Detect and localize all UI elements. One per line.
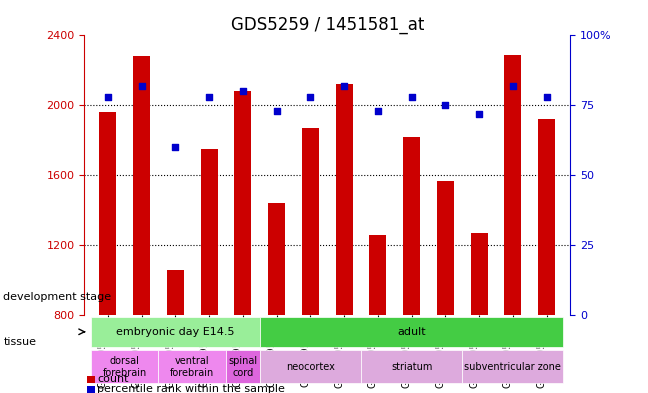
Text: neocortex: neocortex (286, 362, 335, 372)
Point (170, 144, 181, 151)
Point (238, 88, 248, 94)
FancyBboxPatch shape (260, 317, 564, 347)
Bar (167, 270, 184, 315)
Point (542, 94, 552, 100)
Point (373, 108, 383, 114)
Point (507, 83, 518, 89)
FancyBboxPatch shape (226, 350, 260, 383)
Bar (302, 128, 319, 315)
Point (137, 83, 147, 89)
FancyBboxPatch shape (462, 350, 564, 383)
Point (204, 94, 214, 100)
Text: embryonic day E14.5: embryonic day E14.5 (116, 327, 235, 337)
Text: count: count (97, 374, 129, 384)
Text: ventral
forebrain: ventral forebrain (170, 356, 214, 378)
FancyBboxPatch shape (91, 317, 260, 347)
Text: development stage: development stage (3, 292, 111, 302)
Text: spinal
cord: spinal cord (228, 356, 257, 378)
Bar (336, 84, 353, 315)
Text: striatum: striatum (391, 362, 432, 372)
Point (305, 94, 316, 100)
Bar (133, 56, 150, 315)
FancyBboxPatch shape (361, 350, 462, 383)
FancyBboxPatch shape (91, 350, 159, 383)
Bar (201, 149, 218, 315)
Point (272, 108, 282, 114)
Point (474, 110, 484, 117)
Point (339, 83, 349, 89)
Bar (268, 203, 285, 315)
Bar (504, 55, 521, 315)
Bar (403, 137, 420, 315)
Bar (369, 235, 386, 315)
Text: dorsal
forebrain: dorsal forebrain (102, 356, 147, 378)
Bar (437, 180, 454, 315)
Point (440, 102, 450, 108)
Bar (470, 233, 487, 315)
Text: percentile rank within the sample: percentile rank within the sample (97, 384, 285, 393)
FancyBboxPatch shape (159, 350, 226, 383)
FancyBboxPatch shape (260, 350, 361, 383)
Point (102, 94, 113, 100)
Text: adult: adult (397, 327, 426, 337)
Title: GDS5259 / 1451581_at: GDS5259 / 1451581_at (231, 16, 424, 34)
Point (406, 94, 417, 100)
Bar (538, 119, 555, 315)
Bar (99, 112, 116, 315)
Bar (235, 91, 251, 315)
Text: subventricular zone: subventricular zone (465, 362, 561, 372)
Text: tissue: tissue (3, 337, 36, 347)
